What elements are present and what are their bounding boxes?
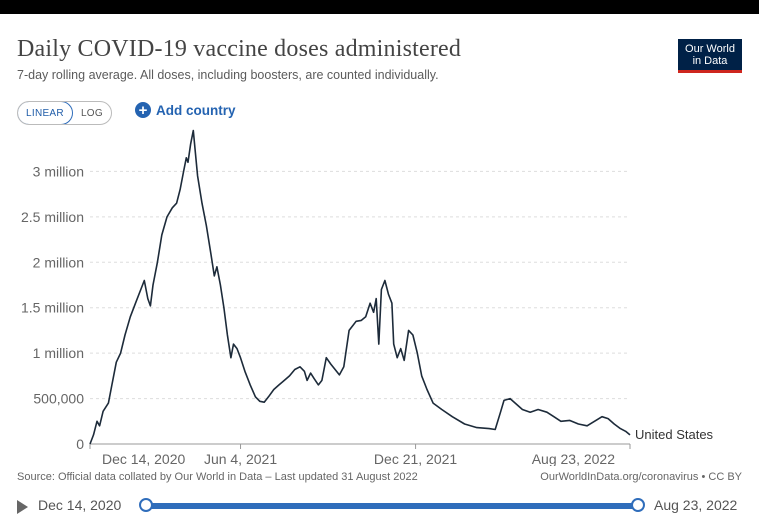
timeline-track[interactable] bbox=[146, 503, 638, 509]
owid-logo[interactable]: Our World in Data bbox=[678, 39, 742, 73]
y-tick-label: 1.5 million bbox=[21, 300, 84, 316]
chart-card: Daily COVID-19 vaccine doses administere… bbox=[0, 14, 759, 518]
y-tick-label: 2 million bbox=[33, 254, 84, 270]
timeline-start-handle[interactable] bbox=[139, 498, 153, 512]
source-note[interactable]: Source: Official data collated by Our Wo… bbox=[17, 471, 418, 483]
play-icon[interactable] bbox=[17, 500, 28, 514]
linear-scale-button[interactable]: LINEAR bbox=[17, 102, 73, 124]
series-line-united-states bbox=[89, 129, 631, 445]
y-tick-label: 500,000 bbox=[33, 391, 84, 407]
logo-line-2: in Data bbox=[692, 55, 728, 67]
y-tick-label: 1 million bbox=[33, 345, 84, 361]
timeline-start-label: Dec 14, 2020 bbox=[38, 497, 122, 513]
log-scale-button[interactable]: LOG bbox=[80, 107, 103, 119]
x-tick-label: Dec 21, 2021 bbox=[374, 451, 457, 466]
x-tick-label: Aug 23, 2022 bbox=[532, 451, 616, 466]
timeline: Dec 14, 2020 Aug 23, 2022 bbox=[0, 494, 759, 518]
page-subtitle: 7-day rolling average. All doses, includ… bbox=[17, 68, 439, 82]
license-link[interactable]: OurWorldInData.org/coronavirus • CC BY bbox=[540, 471, 742, 483]
line-chart: 0 500,000 1 million 1.5 million 2 million 2.5… bbox=[21, 129, 714, 466]
timeline-end-label: Aug 23, 2022 bbox=[654, 497, 738, 513]
timeline-end-handle[interactable] bbox=[631, 498, 645, 512]
y-tick-label: 2.5 million bbox=[21, 209, 84, 225]
x-tick-label: Dec 14, 2020 bbox=[102, 451, 185, 466]
plus-icon: + bbox=[135, 102, 151, 118]
series-label: United States bbox=[635, 427, 714, 442]
logo-line-1: Our World bbox=[685, 43, 735, 55]
scale-toggle: LINEAR LOG bbox=[17, 101, 112, 125]
y-tick-label: 0 bbox=[76, 436, 84, 452]
x-tick-label: Jun 4, 2021 bbox=[204, 451, 277, 466]
add-country-button[interactable]: + Add country bbox=[135, 102, 236, 118]
add-country-label: Add country bbox=[156, 102, 236, 118]
y-tick-label: 3 million bbox=[33, 163, 84, 179]
page-title: Daily COVID-19 vaccine doses administere… bbox=[17, 36, 462, 62]
